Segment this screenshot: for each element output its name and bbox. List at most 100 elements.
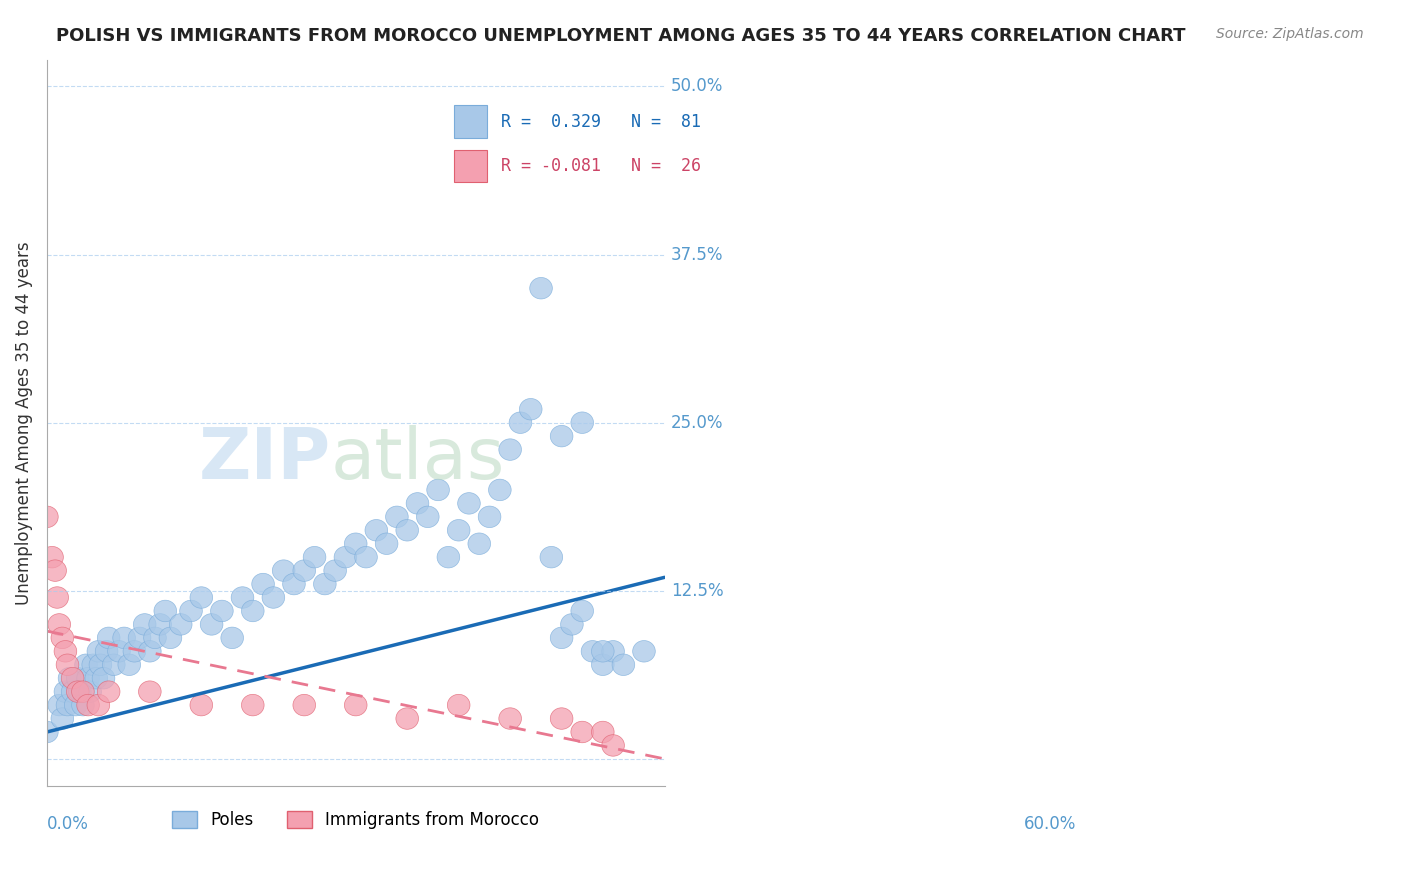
Ellipse shape [385, 506, 408, 527]
Ellipse shape [103, 654, 125, 675]
Ellipse shape [447, 694, 470, 716]
Legend: Poles, Immigrants from Morocco: Poles, Immigrants from Morocco [166, 804, 546, 836]
Ellipse shape [66, 667, 89, 689]
Ellipse shape [72, 694, 94, 716]
Ellipse shape [231, 587, 254, 608]
Ellipse shape [65, 694, 87, 716]
Ellipse shape [292, 694, 315, 716]
Ellipse shape [396, 519, 419, 541]
Ellipse shape [478, 506, 501, 527]
FancyBboxPatch shape [454, 150, 486, 182]
Ellipse shape [612, 654, 634, 675]
FancyBboxPatch shape [454, 105, 486, 137]
Ellipse shape [283, 574, 305, 595]
Ellipse shape [53, 640, 77, 662]
Ellipse shape [35, 506, 58, 527]
Ellipse shape [262, 587, 284, 608]
Ellipse shape [221, 627, 243, 648]
Ellipse shape [46, 587, 69, 608]
Ellipse shape [344, 694, 367, 716]
Ellipse shape [602, 640, 624, 662]
Ellipse shape [124, 640, 146, 662]
Ellipse shape [93, 667, 115, 689]
Ellipse shape [82, 654, 104, 675]
Y-axis label: Unemployment Among Ages 35 to 44 years: Unemployment Among Ages 35 to 44 years [15, 241, 32, 605]
Ellipse shape [169, 614, 193, 635]
Ellipse shape [190, 587, 212, 608]
Ellipse shape [571, 722, 593, 743]
Ellipse shape [62, 681, 84, 702]
Ellipse shape [571, 412, 593, 434]
Ellipse shape [633, 640, 655, 662]
Ellipse shape [335, 547, 357, 568]
Ellipse shape [592, 640, 614, 662]
Ellipse shape [396, 707, 419, 730]
Ellipse shape [77, 667, 100, 689]
Text: 25.0%: 25.0% [671, 414, 723, 432]
Ellipse shape [79, 681, 101, 702]
Ellipse shape [344, 533, 367, 555]
Ellipse shape [252, 574, 274, 595]
Ellipse shape [134, 614, 156, 635]
Ellipse shape [499, 439, 522, 460]
Ellipse shape [35, 722, 58, 743]
Ellipse shape [550, 425, 572, 447]
Ellipse shape [488, 479, 512, 500]
Ellipse shape [273, 560, 295, 582]
Ellipse shape [406, 492, 429, 514]
Ellipse shape [550, 707, 572, 730]
Ellipse shape [581, 640, 603, 662]
Ellipse shape [304, 547, 326, 568]
Ellipse shape [53, 681, 77, 702]
Ellipse shape [56, 694, 79, 716]
Ellipse shape [96, 640, 118, 662]
Ellipse shape [519, 399, 543, 420]
Ellipse shape [48, 694, 70, 716]
Ellipse shape [468, 533, 491, 555]
Ellipse shape [44, 560, 66, 582]
Ellipse shape [41, 547, 63, 568]
Ellipse shape [58, 667, 82, 689]
Ellipse shape [292, 560, 315, 582]
Ellipse shape [200, 614, 224, 635]
Ellipse shape [72, 681, 94, 702]
Ellipse shape [84, 667, 108, 689]
Ellipse shape [87, 640, 110, 662]
Ellipse shape [112, 627, 135, 648]
Ellipse shape [56, 654, 79, 675]
Ellipse shape [139, 640, 162, 662]
Ellipse shape [561, 614, 583, 635]
Ellipse shape [592, 654, 614, 675]
Ellipse shape [242, 694, 264, 716]
Ellipse shape [108, 640, 131, 662]
Ellipse shape [323, 560, 346, 582]
Text: 60.0%: 60.0% [1024, 814, 1077, 833]
Ellipse shape [592, 722, 614, 743]
Ellipse shape [550, 627, 572, 648]
Ellipse shape [447, 519, 470, 541]
Ellipse shape [143, 627, 166, 648]
Ellipse shape [153, 600, 177, 622]
Ellipse shape [149, 614, 172, 635]
Ellipse shape [314, 574, 336, 595]
Ellipse shape [51, 627, 73, 648]
Ellipse shape [530, 277, 553, 299]
Text: ZIP: ZIP [198, 425, 330, 493]
Ellipse shape [366, 519, 388, 541]
Ellipse shape [51, 707, 73, 730]
Ellipse shape [69, 681, 91, 702]
Ellipse shape [77, 694, 100, 716]
Ellipse shape [66, 681, 89, 702]
Ellipse shape [128, 627, 150, 648]
Text: Source: ZipAtlas.com: Source: ZipAtlas.com [1216, 27, 1364, 41]
Text: R = -0.081   N =  26: R = -0.081 N = 26 [502, 157, 702, 175]
Text: 37.5%: 37.5% [671, 245, 723, 264]
Ellipse shape [540, 547, 562, 568]
Ellipse shape [139, 681, 162, 702]
Text: POLISH VS IMMIGRANTS FROM MOROCCO UNEMPLOYMENT AMONG AGES 35 TO 44 YEARS CORRELA: POLISH VS IMMIGRANTS FROM MOROCCO UNEMPL… [56, 27, 1185, 45]
Ellipse shape [211, 600, 233, 622]
Ellipse shape [62, 667, 84, 689]
Ellipse shape [180, 600, 202, 622]
Ellipse shape [97, 627, 120, 648]
Ellipse shape [509, 412, 531, 434]
